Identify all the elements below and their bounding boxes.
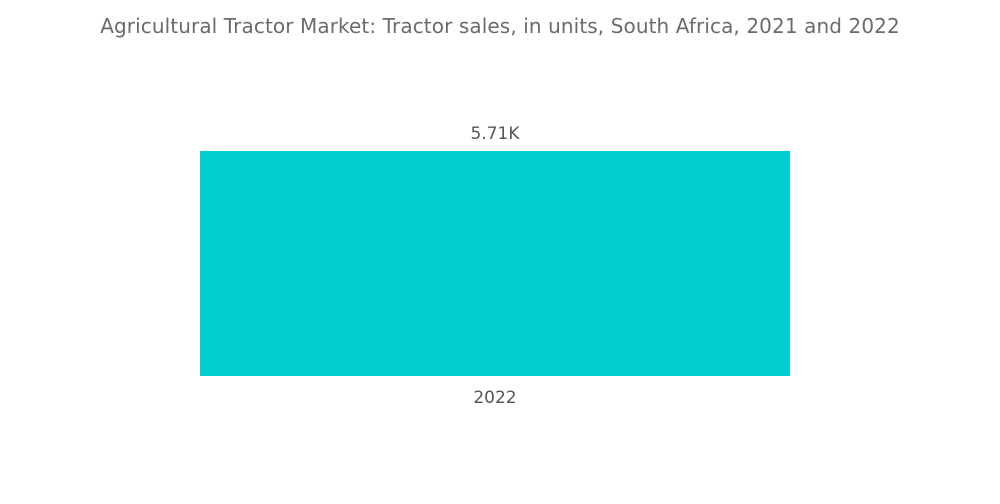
data-label-2022: 5.71K: [471, 124, 521, 144]
bar-2022: [200, 151, 790, 376]
bars-layer: [200, 151, 790, 376]
x-tick-label-2022: 2022: [473, 388, 516, 408]
chart-title: Agricultural Tractor Market: Tractor sal…: [100, 14, 900, 38]
labels-layer: 5.71K 2022: [471, 124, 521, 408]
